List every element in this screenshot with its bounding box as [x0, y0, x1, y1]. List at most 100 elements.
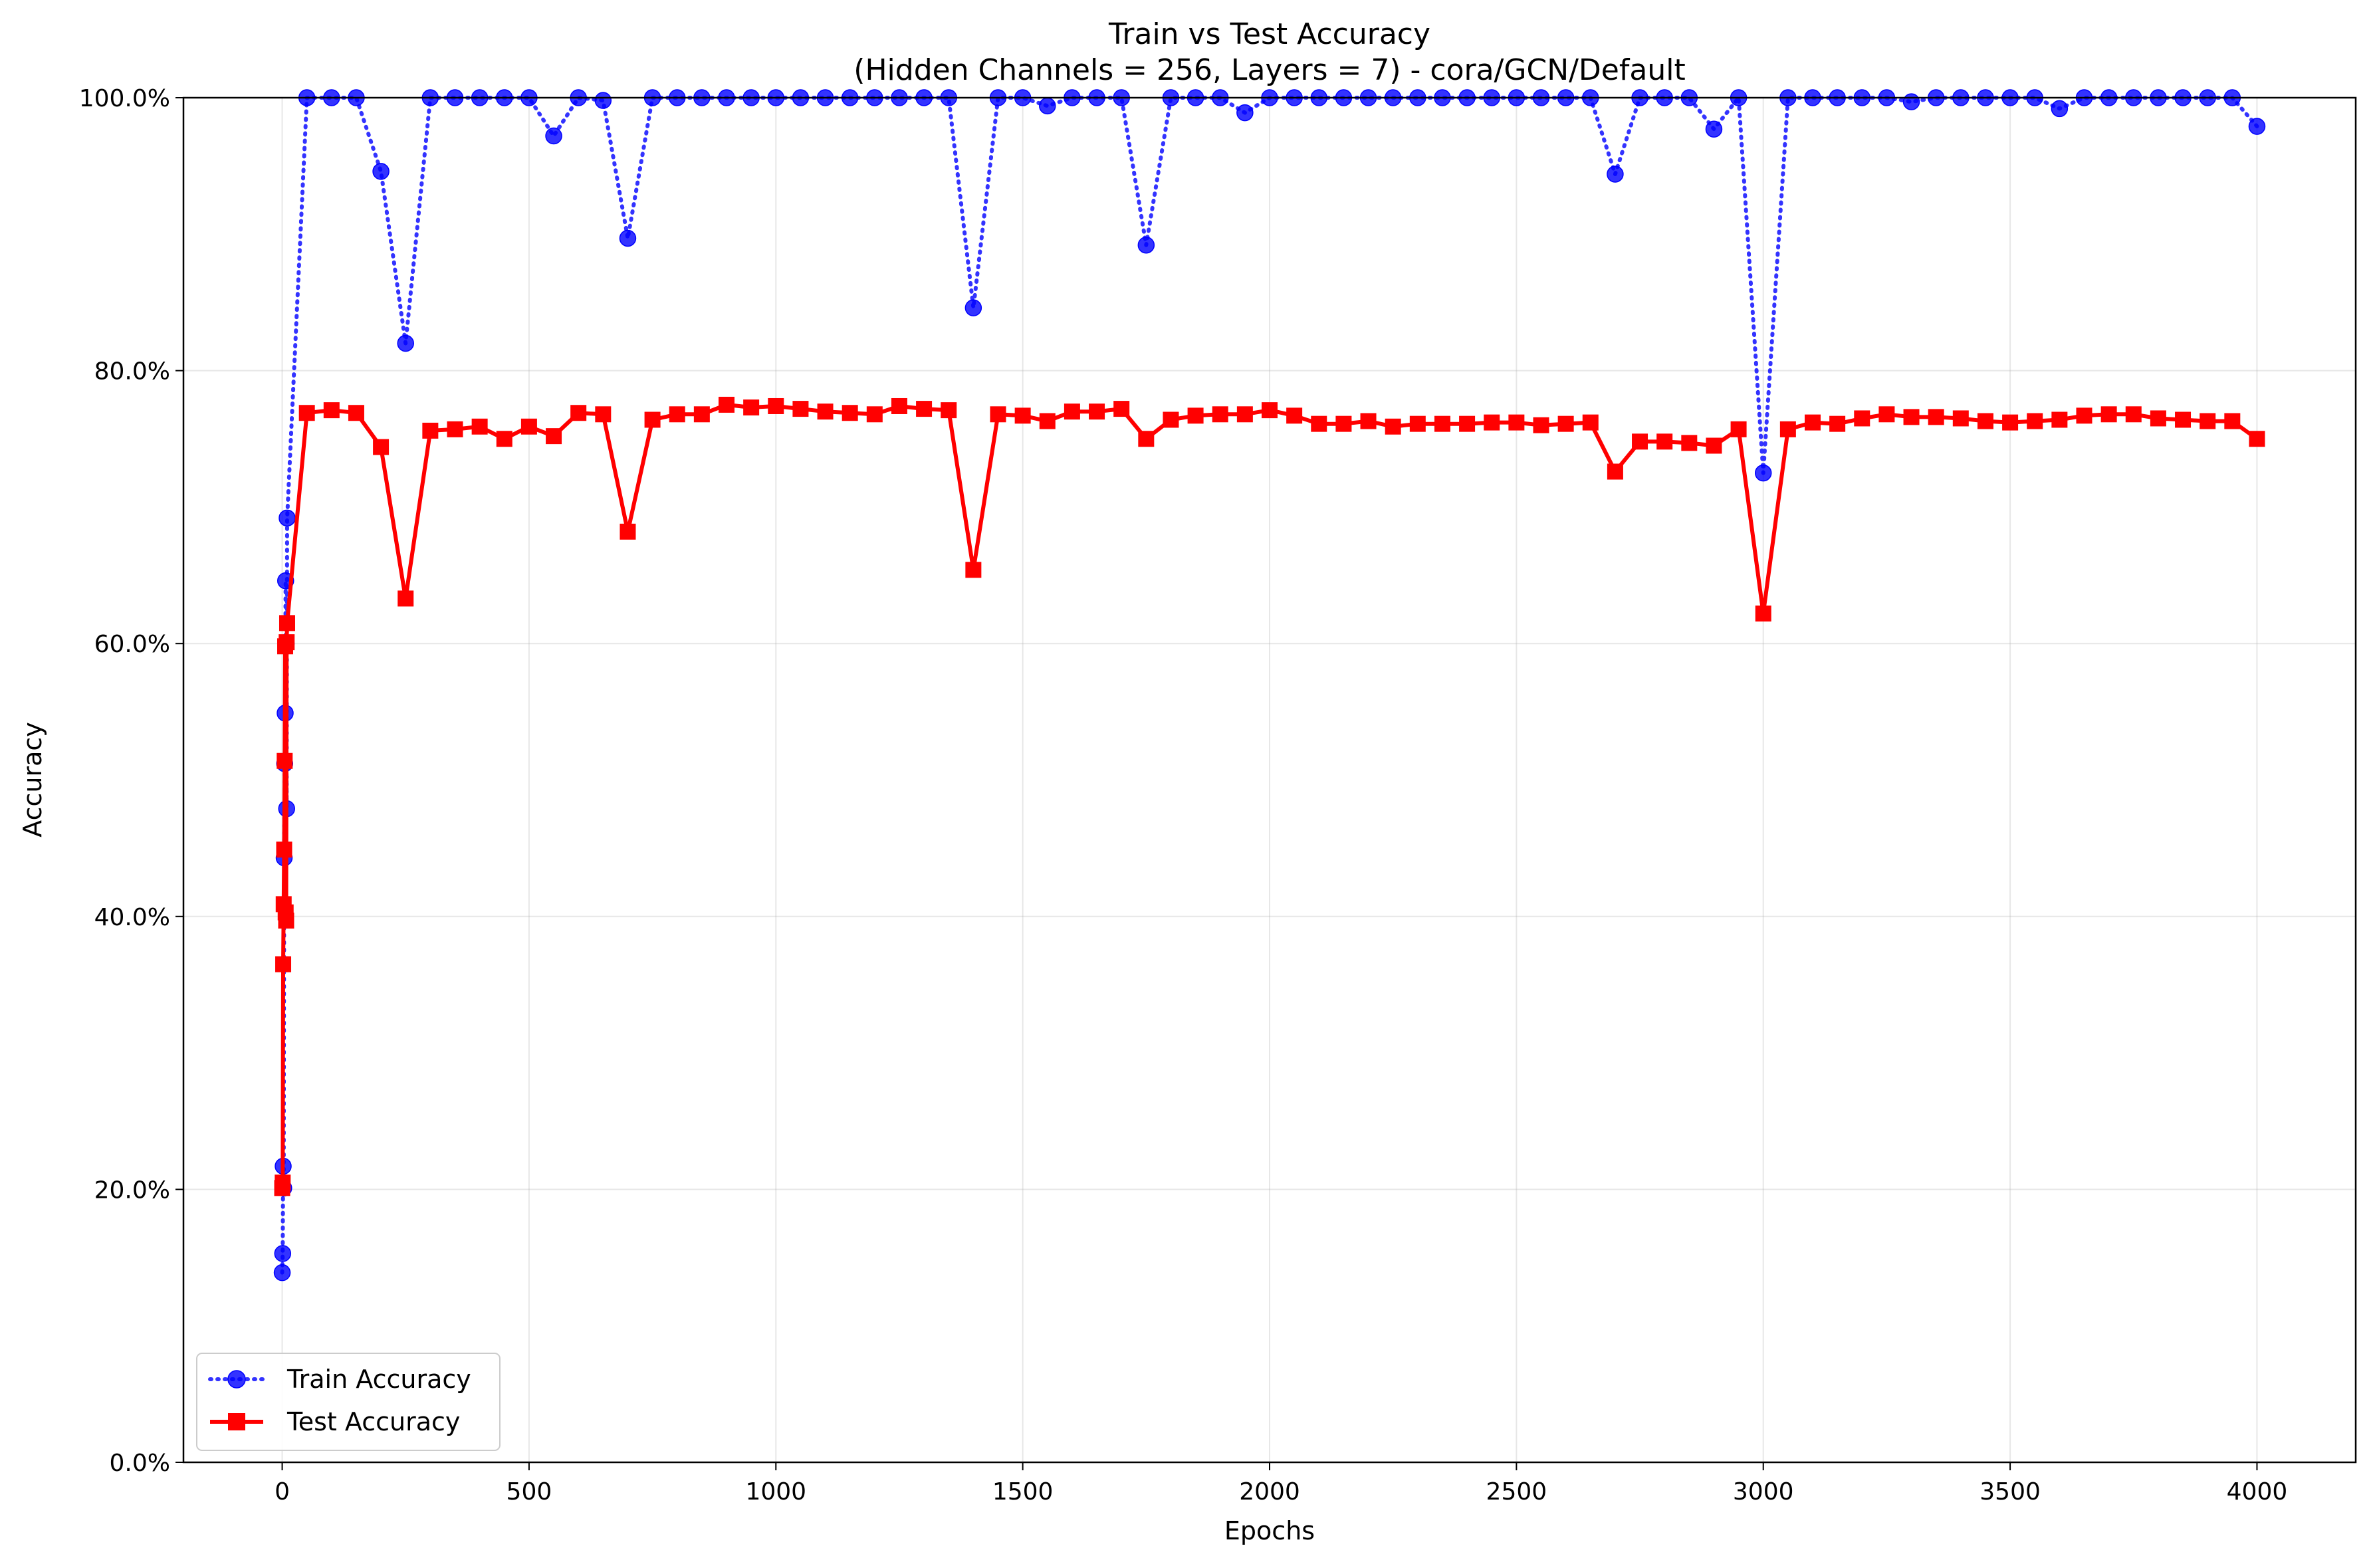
test-point: [1138, 431, 1155, 447]
train-point: [1607, 166, 1624, 183]
grid-lines: [183, 97, 2356, 1463]
legend-test-marker: [228, 1413, 245, 1430]
x-tick-label: 0: [275, 1478, 290, 1506]
test-point: [276, 841, 292, 858]
legend-train-label: Train Accuracy: [286, 1365, 471, 1394]
test-point: [1805, 414, 1821, 431]
test-point: [743, 399, 760, 416]
test-point: [719, 396, 734, 413]
test-point: [1187, 407, 1204, 424]
test-point: [2175, 411, 2192, 428]
test-point: [323, 402, 340, 419]
test-point: [1039, 413, 1056, 429]
test-point: [891, 397, 907, 414]
train-point: [372, 163, 390, 180]
test-point: [2051, 411, 2068, 428]
test-point: [1434, 415, 1450, 432]
test-point: [1360, 413, 1377, 429]
test-point: [817, 403, 834, 420]
test-point: [1681, 435, 1698, 451]
test-point: [1607, 463, 1623, 480]
test-point: [2125, 406, 2142, 423]
test-point: [1064, 403, 1080, 420]
legend-box: [196, 1353, 501, 1451]
test-point: [1335, 415, 1352, 432]
test-point: [1508, 414, 1525, 431]
test-point: [2150, 410, 2166, 427]
train-point: [1902, 93, 1920, 110]
test-point: [546, 428, 562, 445]
test-point: [768, 397, 784, 414]
legend-test-label: Test Accuracy: [286, 1407, 460, 1436]
test-point: [1286, 407, 1303, 424]
x-ticks: 0 500 1000 1500 2000 2500 3000 3500 4000: [275, 1462, 2287, 1506]
test-point: [693, 406, 710, 423]
test-point: [1014, 407, 1031, 424]
test-point: [1113, 401, 1130, 417]
x-tick-label: 500: [507, 1478, 552, 1506]
legend-train-marker: [227, 1370, 246, 1389]
test-point: [471, 418, 488, 435]
test-point: [277, 752, 293, 769]
test-point: [520, 418, 537, 435]
legend: Train Accuracy Test Accuracy: [196, 1353, 501, 1451]
train-point: [1039, 97, 1056, 115]
y-tick-label: 40.0%: [94, 904, 170, 931]
test-point: [279, 615, 295, 631]
test-point: [278, 912, 294, 929]
test-point: [1484, 414, 1500, 431]
train-point: [1236, 104, 1254, 122]
test-point: [1656, 433, 1673, 450]
test-point: [1557, 415, 1574, 432]
test-point: [595, 406, 612, 423]
chart-title: Train vs Test Accuracy: [1108, 17, 1430, 51]
test-point: [2224, 413, 2241, 429]
y-tick-label: 0.0%: [110, 1450, 170, 1477]
test-point: [1706, 437, 1722, 454]
train-point: [2248, 118, 2266, 135]
test-point: [1977, 413, 1993, 429]
train-point: [1754, 464, 1772, 482]
test-point: [1409, 415, 1426, 432]
test-point: [496, 431, 512, 447]
test-point: [1212, 406, 1228, 423]
test-point: [792, 401, 809, 417]
test-point: [1903, 409, 1920, 425]
test-point: [348, 405, 364, 421]
test-point: [570, 405, 587, 421]
x-tick-label: 2000: [1239, 1478, 1300, 1506]
train-point: [619, 229, 637, 247]
x-tick-label: 4000: [2227, 1478, 2288, 1506]
test-point: [1779, 421, 1796, 437]
test-point: [941, 402, 957, 419]
chart-subtitle: (Hidden Channels = 256, Layers = 7) - co…: [853, 53, 1685, 87]
train-point: [273, 1264, 291, 1282]
test-point: [2100, 406, 2117, 423]
train-point: [594, 92, 612, 109]
test-point: [1829, 415, 1846, 432]
test-point: [275, 956, 292, 972]
train-point: [274, 1245, 292, 1262]
test-point: [1236, 406, 1253, 423]
test-point: [1854, 410, 1870, 427]
test-point: [990, 406, 1006, 423]
y-tick-label: 20.0%: [94, 1176, 170, 1204]
test-point: [1533, 417, 1549, 433]
test-point: [1385, 418, 1401, 435]
train-point: [1705, 120, 1723, 138]
test-point: [866, 406, 883, 423]
test-point: [2002, 414, 2019, 431]
test-point: [1632, 433, 1648, 450]
train-point: [279, 509, 296, 527]
test-point: [1755, 606, 1771, 622]
test-point: [298, 405, 315, 421]
test-point: [1730, 421, 1747, 437]
test-point: [1928, 409, 1944, 425]
test-point: [279, 634, 295, 651]
x-tick-label: 3000: [1733, 1478, 1794, 1506]
test-point: [2200, 413, 2216, 429]
train-point: [964, 299, 982, 316]
train-point: [1137, 236, 1155, 254]
y-axis-label: Accuracy: [18, 722, 47, 838]
